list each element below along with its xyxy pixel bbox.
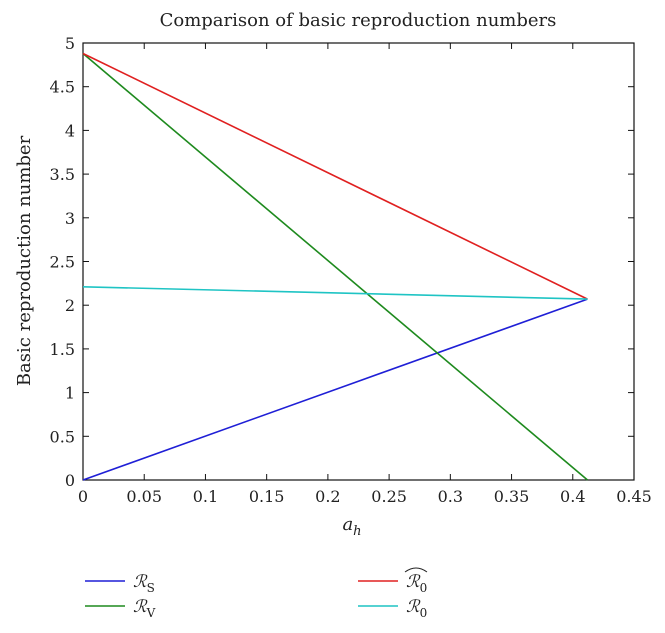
x-axis-ticks: 0 0.05 0.1 0.15 0.2 0.25 0.3 0.35 0.4 0.45: [78, 43, 652, 506]
chart-title: Comparison of basic reproduction numbers: [160, 10, 557, 31]
x-tick-label: 0.35: [494, 487, 530, 506]
legend-label-2: ℛ0: [406, 572, 427, 595]
y-tick-label: 3: [65, 209, 75, 228]
series-lines: [82, 52, 589, 481]
y-tick-label: 2: [65, 296, 75, 315]
legend-label-sub: S: [147, 581, 155, 595]
y-tick-label: 5: [65, 34, 75, 53]
y-tick-label: 0.5: [50, 427, 75, 446]
x-tick-label: 0.2: [315, 487, 340, 506]
y-axis-label: Basic reproduction number: [14, 135, 35, 386]
x-tick-label: 0.1: [193, 487, 218, 506]
legend-label-1: ℛV: [133, 597, 156, 620]
legend-label-sub: 0: [420, 606, 428, 620]
x-axis-label-main: a: [342, 514, 353, 535]
series-line-3: [82, 286, 588, 300]
series-line-2: [82, 52, 588, 300]
y-tick-label: 4: [65, 121, 75, 140]
x-tick-label: 0: [78, 487, 88, 506]
y-tick-label: 4.5: [50, 78, 75, 97]
x-tick-label: 0.4: [560, 487, 585, 506]
x-tick-label: 0.45: [616, 487, 652, 506]
y-tick-label: 1.5: [50, 340, 75, 359]
y-tick-label: 1: [65, 384, 75, 403]
x-axis-label-sub: h: [353, 524, 361, 539]
series-line-0: [82, 298, 588, 481]
legend-label-main: ℛ: [133, 597, 148, 617]
axes-frame: [82, 42, 635, 481]
x-tick-label: 0.15: [249, 487, 285, 506]
y-axis-ticks: 0 0.5 1 1.5 2 2.5 3 3.5 4 4.5 5: [50, 34, 634, 490]
x-axis-label: ah: [342, 514, 361, 539]
plot-area: [82, 42, 635, 481]
legend-label-sub: 0: [420, 581, 428, 595]
x-tick-label: 0.3: [438, 487, 463, 506]
legend-label-main: ℛ: [406, 597, 421, 617]
series-line-1: [82, 52, 589, 481]
y-tick-label: 2.5: [50, 253, 75, 272]
y-tick-label: 3.5: [50, 165, 75, 184]
legend-label-main: ℛ: [133, 572, 148, 592]
legend-label-3: ℛ0: [406, 597, 427, 620]
legend-label-0: ℛS: [133, 572, 155, 595]
legend-hat-icon: [404, 567, 428, 573]
legend-label-main: ℛ: [406, 572, 421, 592]
x-tick-label: 0.05: [126, 487, 162, 506]
y-tick-label: 0: [65, 471, 75, 490]
x-tick-label: 0.25: [371, 487, 407, 506]
legend-label-sub: V: [146, 606, 156, 620]
